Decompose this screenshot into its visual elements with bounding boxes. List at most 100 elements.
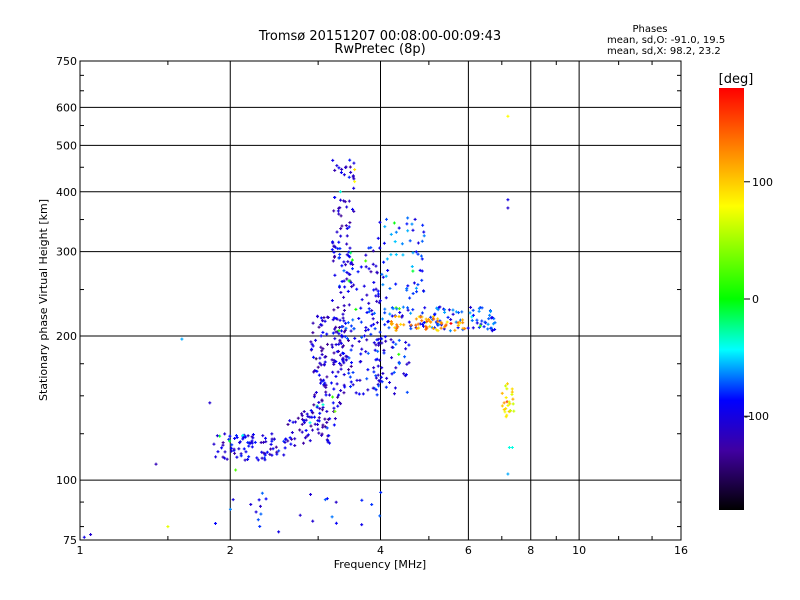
data-point <box>319 334 323 338</box>
data-point <box>323 417 327 421</box>
data-point <box>334 343 338 347</box>
data-point <box>223 450 227 454</box>
data-point <box>375 321 379 325</box>
data-point <box>341 356 345 360</box>
data-point <box>274 445 278 449</box>
data-point <box>291 420 295 424</box>
data-point <box>336 404 340 408</box>
data-point <box>372 311 376 315</box>
data-point <box>332 423 336 427</box>
data-point <box>416 283 420 287</box>
data-point <box>315 369 319 373</box>
data-point <box>384 217 388 221</box>
data-point <box>326 417 330 421</box>
data-point <box>371 262 375 266</box>
data-point <box>233 451 237 455</box>
data-point <box>397 362 401 366</box>
data-point <box>232 447 236 451</box>
data-point <box>320 398 324 402</box>
data-point <box>382 351 386 355</box>
data-point <box>395 323 399 327</box>
data-point <box>477 309 481 313</box>
data-point <box>351 383 355 387</box>
data-point <box>300 430 304 434</box>
data-point <box>312 403 316 407</box>
data-point <box>348 165 352 169</box>
data-point <box>406 229 410 233</box>
data-point <box>342 319 346 323</box>
data-point <box>335 350 339 354</box>
data-point <box>390 345 394 349</box>
data-point <box>208 401 212 405</box>
data-point <box>317 431 321 435</box>
data-point <box>366 351 370 355</box>
data-point <box>471 313 475 317</box>
data-point <box>352 209 356 213</box>
data-point <box>396 325 400 329</box>
data-point <box>374 374 378 378</box>
data-point <box>270 432 274 436</box>
data-point <box>422 234 426 238</box>
data-point <box>414 286 418 290</box>
data-point <box>229 446 233 450</box>
data-point <box>323 319 327 323</box>
data-point <box>422 289 426 293</box>
data-point <box>383 307 387 311</box>
data-point <box>261 434 265 438</box>
data-point <box>376 364 380 368</box>
data-point <box>331 259 335 263</box>
data-point <box>342 304 346 308</box>
data-point <box>318 361 322 365</box>
data-point <box>332 406 336 410</box>
data-point <box>342 391 346 395</box>
data-point <box>338 247 342 251</box>
data-point <box>330 299 334 303</box>
data-point <box>404 373 408 377</box>
data-point <box>311 331 315 335</box>
phase-legend: Phases mean, sd,O: -91.0, 19.5 mean, sd,… <box>607 24 725 57</box>
data-point <box>372 341 376 345</box>
data-point <box>508 409 512 413</box>
data-point <box>220 446 224 450</box>
data-point <box>506 206 510 210</box>
y-tick-label: 100 <box>56 474 77 487</box>
data-point <box>382 348 386 352</box>
data-point <box>345 242 349 246</box>
data-point <box>316 427 320 431</box>
data-point <box>367 307 371 311</box>
y-tick-label: 400 <box>56 186 77 199</box>
data-point <box>258 524 262 528</box>
data-point <box>448 329 452 333</box>
data-point <box>264 436 268 440</box>
data-point <box>352 177 356 181</box>
data-point <box>320 379 324 383</box>
legend-line-o: mean, sd,O: -91.0, 19.5 <box>607 35 725 46</box>
data-point <box>377 343 381 347</box>
data-point <box>350 361 354 365</box>
data-point <box>300 412 304 416</box>
data-point <box>388 380 392 384</box>
data-point <box>461 326 465 330</box>
data-point <box>343 285 347 289</box>
data-point <box>323 355 327 359</box>
data-point <box>364 253 368 257</box>
data-point <box>333 409 337 413</box>
data-point <box>435 328 439 332</box>
data-point <box>374 294 378 298</box>
legend-line-x: mean, sd,X: 98.2, 23.2 <box>607 46 721 57</box>
data-point <box>352 161 356 165</box>
scatter-points <box>82 114 516 539</box>
data-point <box>246 457 250 461</box>
data-point <box>425 319 429 323</box>
data-point <box>443 308 447 312</box>
data-point <box>298 513 302 517</box>
data-point <box>370 309 374 313</box>
data-point <box>255 456 259 460</box>
y-tick-label: 300 <box>56 246 77 259</box>
data-point <box>404 340 408 344</box>
data-point <box>349 251 353 255</box>
data-point <box>349 170 353 174</box>
x-tick-label: 1 <box>77 544 84 557</box>
data-point <box>376 349 380 353</box>
